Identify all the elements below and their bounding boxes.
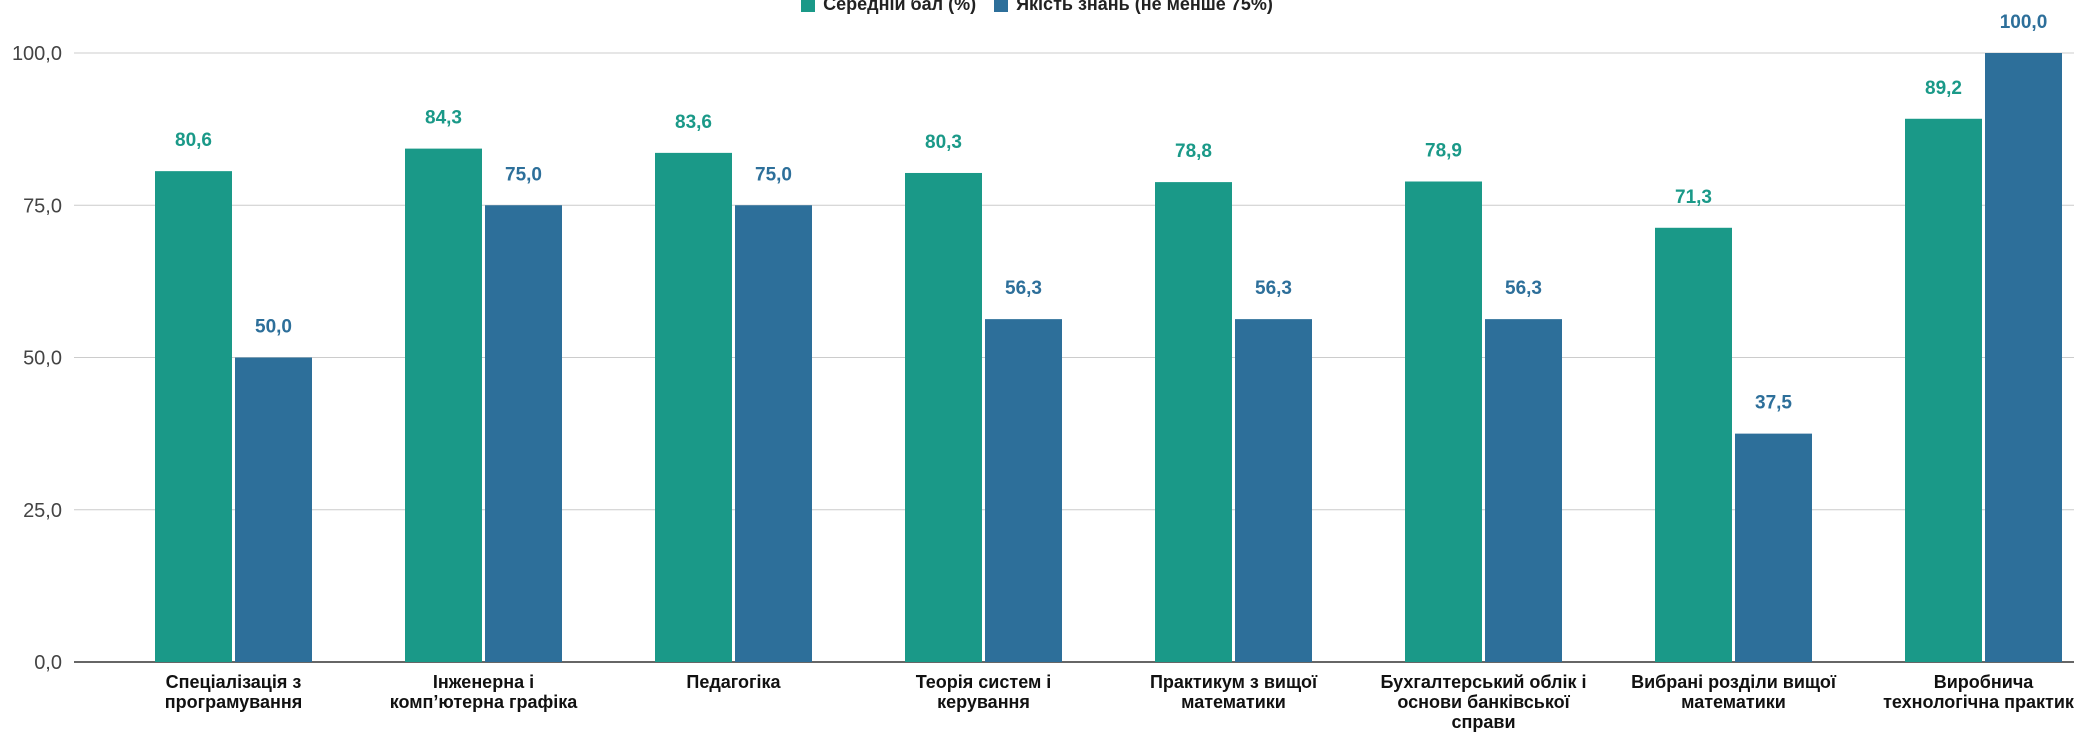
x-tick-label-line: програмування (165, 692, 303, 712)
x-tick-label-line: математики (1181, 692, 1286, 712)
y-tick-label: 25,0 (23, 500, 62, 522)
x-tick-label: Теорія систем і керування (916, 672, 1052, 712)
y-tick-label: 75,0 (23, 195, 62, 217)
data-label-1: 80,3 (925, 132, 962, 153)
x-tick-label: Бухгалтерський облік і основи банківської… (1380, 672, 1586, 732)
data-label-2: 75,0 (755, 164, 792, 185)
data-label-2: 37,5 (1755, 393, 1792, 414)
x-tick-label-line: Практикум з вищої (1150, 672, 1318, 692)
x-tick-label-line: Виробнича (1934, 672, 2035, 692)
x-tick-label-line: Спеціалізація з (166, 672, 302, 692)
bar-1 (1905, 118, 1982, 663)
bar-1 (905, 172, 982, 662)
x-tick-label-line: Педагогіка (686, 672, 781, 692)
legend-item-series-1[interactable]: Середній бал (%) (801, 0, 976, 15)
bar-1 (655, 152, 732, 662)
y-tick-label: 100,0 (12, 43, 62, 65)
x-tick-label: Виробнича технологічна практика (1883, 672, 2074, 712)
x-tick-label: Інженерна і комп’ютерна графіка (390, 672, 579, 712)
legend-swatch-series-2 (994, 0, 1009, 12)
bar-2 (235, 357, 312, 662)
data-label-2: 56,3 (1005, 278, 1042, 299)
bar-2 (1235, 319, 1312, 662)
data-label-2: 56,3 (1255, 278, 1292, 299)
x-tick-label: Педагогіка (686, 672, 781, 692)
x-tick-label: Практикум з вищої математики (1150, 672, 1318, 712)
x-tick-label-line: основи банківської (1397, 692, 1570, 712)
data-label-1: 78,9 (1425, 140, 1462, 161)
x-tick-label-line: керування (937, 692, 1030, 712)
x-tick-label-line: Бухгалтерський облік і (1380, 672, 1586, 692)
legend-item-series-2[interactable]: Якість знань (не менше 75%) (994, 0, 1273, 15)
bar-1 (155, 171, 232, 662)
x-tick-label-line: Вибрані розділи вищої (1631, 672, 1837, 692)
data-label-2: 100,0 (2000, 12, 2048, 33)
legend-label-series-2: Якість знань (не менше 75%) (1016, 0, 1273, 14)
bar-1 (1405, 181, 1482, 662)
legend-swatch-series-1 (801, 0, 816, 12)
bar-2 (1485, 319, 1562, 662)
data-label-1: 78,8 (1175, 141, 1212, 162)
x-tick-label-line: математики (1681, 692, 1786, 712)
data-label-1: 83,6 (675, 112, 712, 133)
bar-2 (985, 319, 1062, 662)
data-label-2: 56,3 (1505, 278, 1542, 299)
data-label-1: 80,6 (175, 130, 212, 151)
legend: Середній бал (%) Якість знань (не менше … (0, 0, 2074, 15)
bar-1 (1655, 227, 1732, 662)
bar-2 (735, 205, 812, 662)
x-tick-label-line: технологічна практика (1883, 692, 2074, 712)
data-label-1: 84,3 (425, 108, 462, 129)
y-tick-label: 50,0 (23, 348, 62, 370)
x-tick-label: Вибрані розділи вищої математики (1631, 672, 1837, 712)
bar-1 (405, 148, 482, 662)
bar-2 (485, 205, 562, 662)
x-tick-label-line: Теорія систем і (916, 672, 1052, 692)
x-tick-label-line: комп’ютерна графіка (390, 692, 579, 712)
bar-2 (1735, 433, 1812, 662)
data-label-1: 89,2 (1925, 78, 1962, 99)
x-tick-label-line: справи (1451, 712, 1515, 732)
x-tick-label: Спеціалізація з програмування (165, 672, 303, 712)
x-tick-label-line: Інженерна і (433, 672, 534, 692)
data-label-1: 71,3 (1675, 187, 1712, 208)
bar-1 (1155, 182, 1232, 662)
data-label-2: 50,0 (255, 317, 292, 338)
legend-label-series-1: Середній бал (%) (823, 0, 977, 14)
bar-2 (1985, 53, 2062, 662)
data-label-2: 75,0 (505, 164, 542, 185)
y-tick-label: 0,0 (34, 652, 62, 674)
